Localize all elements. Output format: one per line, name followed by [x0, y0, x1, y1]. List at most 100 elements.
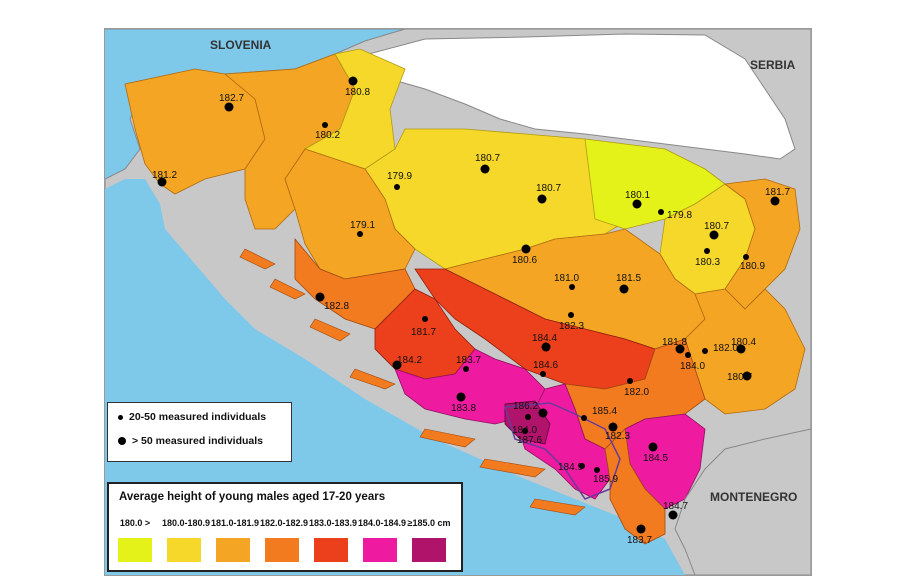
measurement-label: 183.7 [456, 355, 481, 366]
measurement-label: 180.9 [740, 261, 765, 272]
legend-range-2: 180.0-180.9 [162, 518, 211, 528]
legend-item-2: 180.0-180.9 [162, 518, 211, 562]
measurement-point [579, 463, 585, 469]
measurement-label: 180.3 [695, 257, 720, 268]
measurement-label: 184.6 [533, 360, 558, 371]
measurement-label: 179.8 [667, 210, 692, 221]
label-serbia: SERBIA [750, 58, 796, 72]
measurement-label: 181.2 [152, 170, 177, 181]
legend-swatch-6 [363, 538, 397, 562]
measurement-point [315, 292, 325, 302]
measurement-label: 181.7 [411, 327, 436, 338]
measurement-label: 185.9 [593, 474, 618, 485]
legend-range-3: 181.0-181.9 [211, 518, 260, 528]
measurement-label: 182.3 [605, 431, 630, 442]
measurement-point [157, 177, 167, 187]
measurement-label: 184.2 [397, 355, 422, 366]
measurement-label: 181.5 [616, 273, 641, 284]
measurement-point [348, 76, 358, 86]
measurement-point [685, 352, 691, 358]
measurement-label: 184.7 [663, 501, 688, 512]
measurement-point [480, 164, 490, 174]
legend-item-3: 181.0-181.9 [211, 518, 260, 562]
measurement-point [636, 524, 646, 534]
legend-range-5: 183.0-183.9 [309, 518, 358, 528]
measurement-label: 183.7 [627, 535, 652, 546]
legend-range-4: 182.0-182.9 [260, 518, 309, 528]
point-legend-small-row: 20-50 measured individuals [118, 411, 266, 423]
measurement-point [537, 194, 547, 204]
measurement-label: 181.8 [662, 337, 687, 348]
measurement-point [521, 244, 531, 254]
sea [105, 179, 685, 575]
measurement-point [392, 360, 402, 370]
measurement-label: 182.3 [559, 321, 584, 332]
legend-item-6: 184.0-184.9 [358, 518, 407, 562]
measurement-point [568, 312, 574, 318]
measurement-point [541, 342, 551, 352]
legend-range-1: 180.0 > [119, 518, 151, 528]
measurement-point [594, 467, 600, 473]
region-outline [504, 402, 621, 500]
point-legend-small-label: 20-50 measured individuals [129, 411, 267, 423]
points-layer: 180.8 182.7 180.2 181.2 179.9 180.7 180.7 179.1… [152, 76, 790, 546]
measurement-point [463, 366, 469, 372]
land-north-white [348, 33, 796, 160]
measurement-point [422, 316, 428, 322]
measurement-point [632, 199, 642, 209]
measurement-point [456, 392, 466, 402]
measurement-point [581, 415, 587, 421]
measurement-point [357, 231, 363, 237]
measurement-label: 180.8 [345, 87, 370, 98]
measurement-label: 181.7 [765, 187, 790, 198]
region-istria [124, 68, 266, 195]
legend-title: Average height of young males aged 17-20… [119, 491, 386, 503]
measurement-point [675, 344, 685, 354]
legend-swatch-7 [412, 538, 446, 562]
measurement-label: 186.2 [513, 401, 538, 412]
measurement-label: 184.9 [558, 462, 583, 473]
measurement-label: 182.0 [713, 343, 738, 354]
point-legend: 20-50 measured individuals > 50 measured… [107, 402, 292, 462]
measurement-point [569, 284, 575, 290]
measurement-label: 184.0 [680, 361, 705, 372]
point-legend-large-row: > 50 measured individuals [118, 435, 263, 447]
measurement-point [736, 344, 746, 354]
legend-swatch-5 [314, 538, 348, 562]
legend-swatch-3 [216, 538, 250, 562]
measurement-point [619, 284, 629, 294]
color-legend: Average height of young males aged 17-20… [107, 482, 463, 572]
measurement-label: 184.5 [643, 453, 668, 464]
measurement-label: 180.6 [512, 255, 537, 266]
islands [239, 248, 586, 516]
measurement-point [648, 442, 658, 452]
measurement-point [668, 510, 678, 520]
legend-item-1: 180.0 > [113, 518, 157, 562]
legend-swatch-2 [167, 538, 201, 562]
measurement-point [709, 230, 719, 240]
measurement-point [525, 414, 531, 420]
measurement-label: 179.1 [350, 220, 375, 231]
measurement-point [743, 254, 749, 260]
legend-item-7: ≥185.0 cm [407, 518, 451, 562]
measurement-point [658, 209, 664, 215]
measurement-point [540, 371, 546, 377]
measurement-label: 182.0 [624, 387, 649, 398]
legend-swatch-1 [118, 538, 152, 562]
label-slovenia: SLOVENIA [210, 38, 272, 52]
measurement-point [322, 122, 328, 128]
measurement-label: 180.7 [475, 153, 500, 164]
small-dot-icon [118, 414, 123, 420]
measurement-label: 180.4 [731, 337, 756, 348]
measurement-label: 180.7 [727, 372, 752, 383]
measurement-label: 182.8 [324, 301, 349, 312]
large-dot-icon [118, 437, 126, 445]
measurement-label: 184.4 [532, 333, 557, 344]
measurement-point [224, 102, 234, 112]
land-montenegro [674, 428, 811, 575]
legend-range-6: 184.0-184.9 [358, 518, 407, 528]
measurement-point [608, 422, 618, 432]
measurement-label: 187.6 [517, 435, 542, 446]
measurement-label: 180.7 [704, 221, 729, 232]
legend-item-4: 182.0-182.9 [260, 518, 309, 562]
